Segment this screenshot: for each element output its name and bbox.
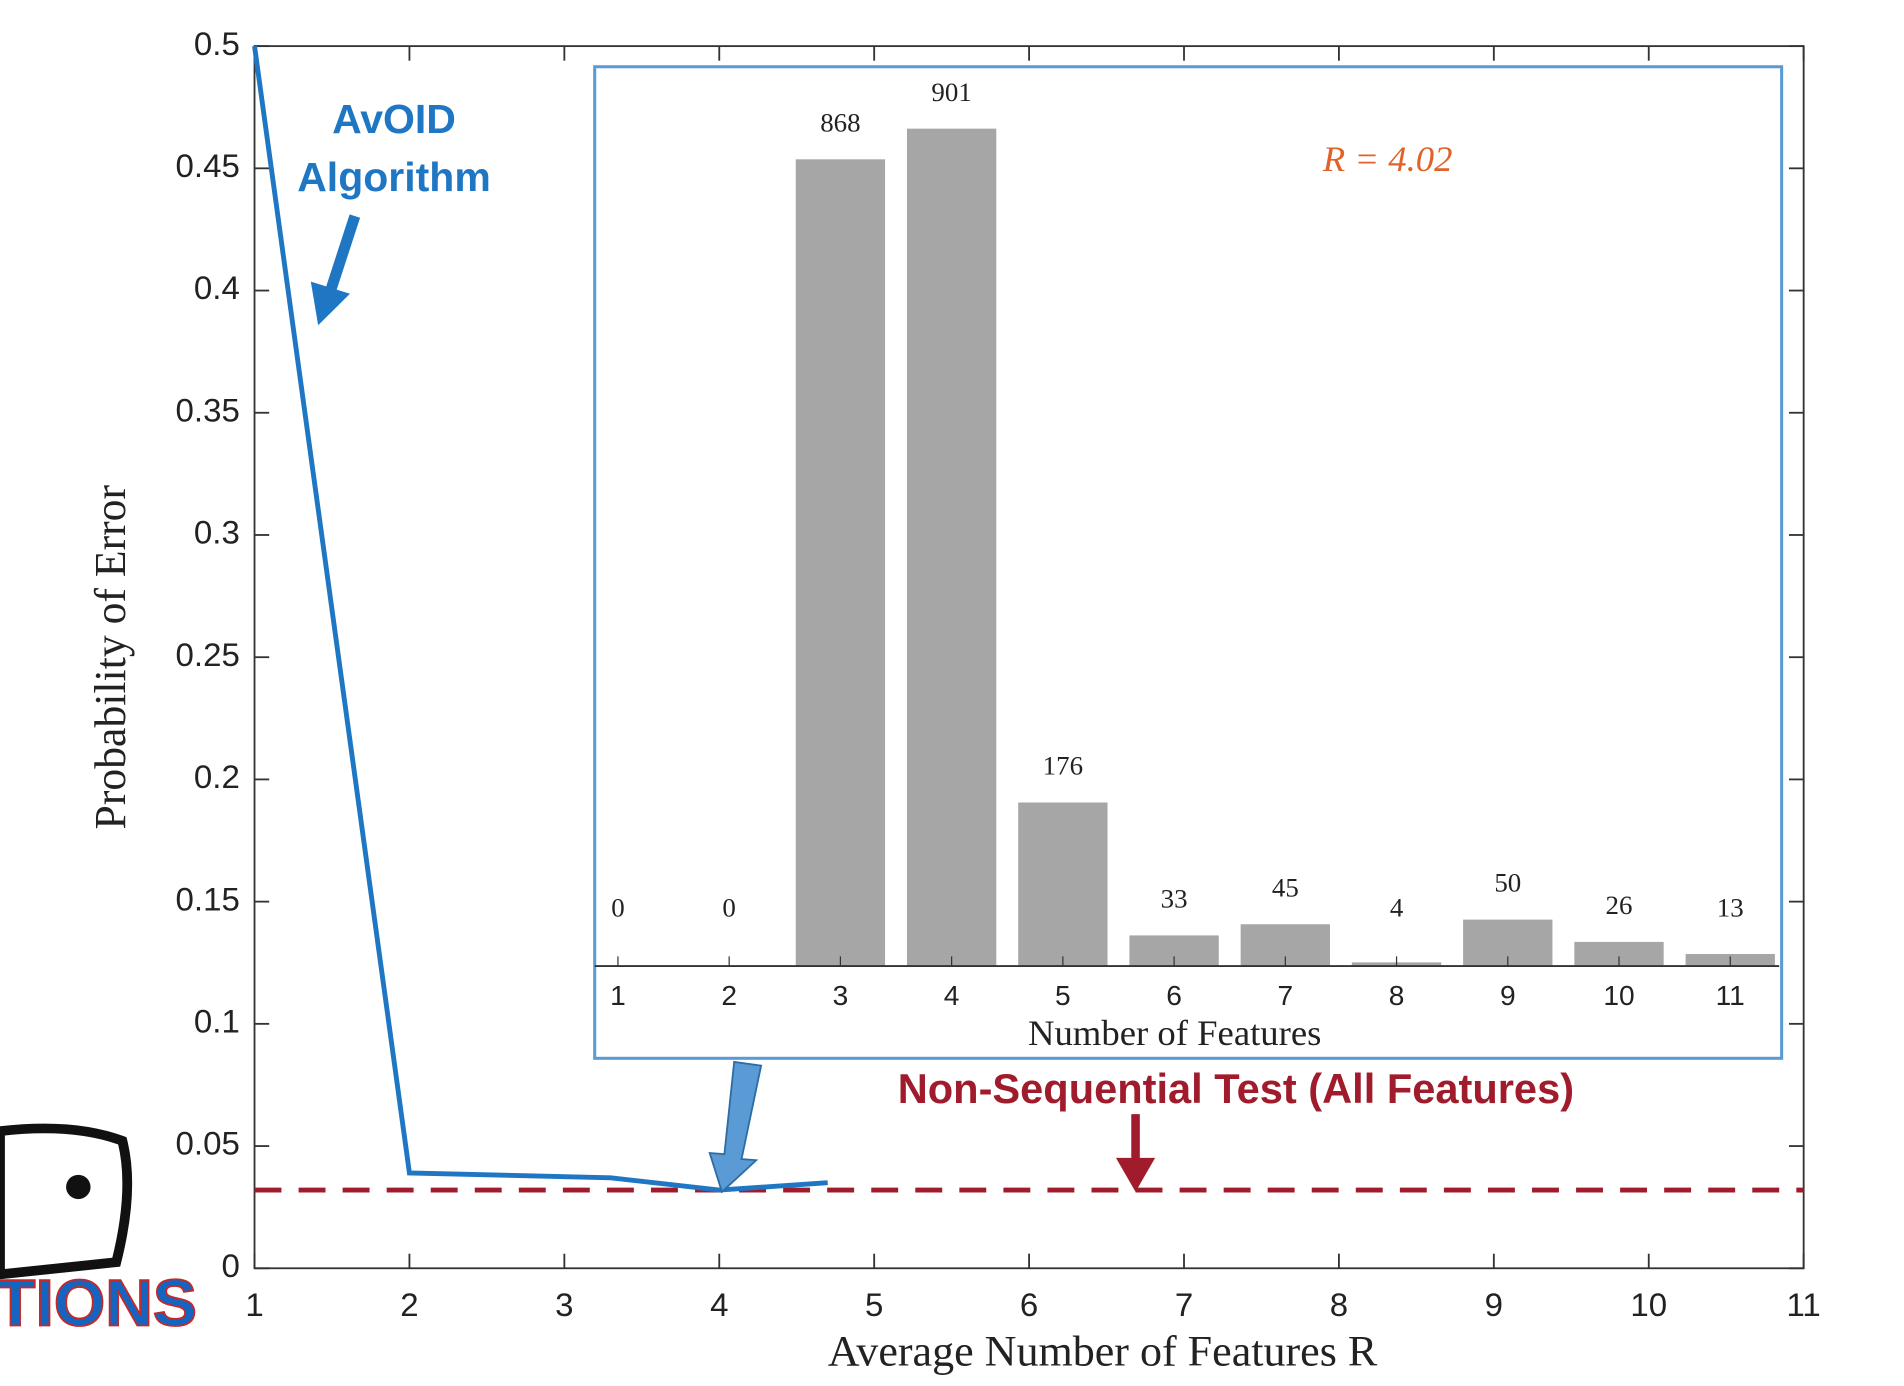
value-label: 901	[931, 77, 971, 107]
value-label: 0	[611, 892, 624, 922]
value-label: 0	[722, 892, 735, 922]
x-tick-label: 9	[1485, 1286, 1503, 1323]
inset-frame	[593, 65, 1784, 1060]
x-tick-label: 6	[1166, 980, 1182, 1011]
y-tick-label: 0.05	[176, 1125, 240, 1162]
x-tick-label: 3	[555, 1286, 573, 1323]
y-tick-label: 0.25	[176, 636, 240, 673]
value-label: 13	[1717, 892, 1744, 922]
x-tick-label: 9	[1500, 980, 1516, 1011]
x-tick-label: 4	[710, 1286, 728, 1323]
inset-x-axis-label: Number of Features	[1028, 1012, 1321, 1053]
logo-text: TIONS	[0, 1266, 197, 1340]
x-tick-label: 11	[1716, 980, 1745, 1011]
y-tick-label: 0.1	[194, 1003, 240, 1040]
inset-arrow	[708, 1060, 763, 1194]
x-tick-label: 1	[245, 1286, 263, 1323]
inset-annotation: R = 4.02	[1322, 138, 1453, 179]
x-tick-label: 10	[1630, 1286, 1667, 1323]
data-line	[252, 45, 828, 1193]
x-tick-label: 4	[944, 980, 960, 1011]
y-tick-label: 0.15	[176, 880, 240, 917]
reference-annotation: Non-Sequential Test (All Features)	[898, 1065, 1574, 1112]
x-tick-label: 8	[1389, 980, 1405, 1011]
x-axis-label: Average Number of Features R	[828, 1328, 1378, 1376]
value-label: 868	[820, 108, 860, 138]
x-tick-label: 7	[1175, 1286, 1193, 1323]
x-tick-label: 2	[721, 980, 737, 1011]
value-label: 45	[1272, 872, 1299, 902]
bar	[795, 159, 886, 967]
x-tick-label: 6	[1020, 1286, 1038, 1323]
arrow-head	[310, 281, 350, 326]
x-tick-label: 5	[865, 1286, 883, 1323]
y-tick-label: 0.3	[194, 514, 240, 551]
x-tick-label: 2	[400, 1286, 418, 1323]
value-label: 4	[1390, 892, 1403, 922]
arrow-head	[1115, 1157, 1156, 1192]
x-tick-label: 11	[1787, 1286, 1821, 1323]
main-plot: 1 2 3 4 5 6 7 8 9 10 1100.050.10.150.20.250.30.350…	[87, 25, 1821, 1376]
line-annotation: AvOID Algorithm	[297, 96, 491, 200]
bar	[906, 128, 997, 967]
x-tick-label: 5	[1055, 980, 1071, 1011]
y-tick-label: 0.5	[194, 25, 240, 62]
y-tick-label: 0.2	[194, 758, 240, 795]
value-label: 176	[1043, 751, 1083, 781]
bar	[1018, 802, 1108, 967]
value-label: 26	[1606, 890, 1633, 920]
value-label: 33	[1161, 884, 1188, 914]
x-tick-label: 10	[1603, 980, 1634, 1011]
y-tick-label: 0.35	[176, 392, 240, 429]
y-tick-label: 0.45	[176, 147, 240, 184]
x-tick-label: 7	[1277, 980, 1293, 1011]
arrow	[325, 214, 361, 293]
value-label: 50	[1494, 868, 1521, 898]
logo-eye	[66, 1174, 91, 1200]
x-tick-label: 3	[833, 980, 849, 1011]
y-axis-label: Probability of Error	[87, 485, 135, 830]
x-tick-label: 1	[610, 980, 626, 1011]
y-tick-label: 0.4	[194, 269, 240, 306]
logo-shape	[0, 1123, 133, 1280]
y-tick-label: 0	[221, 1247, 239, 1284]
x-tick-label: 8	[1330, 1286, 1348, 1323]
